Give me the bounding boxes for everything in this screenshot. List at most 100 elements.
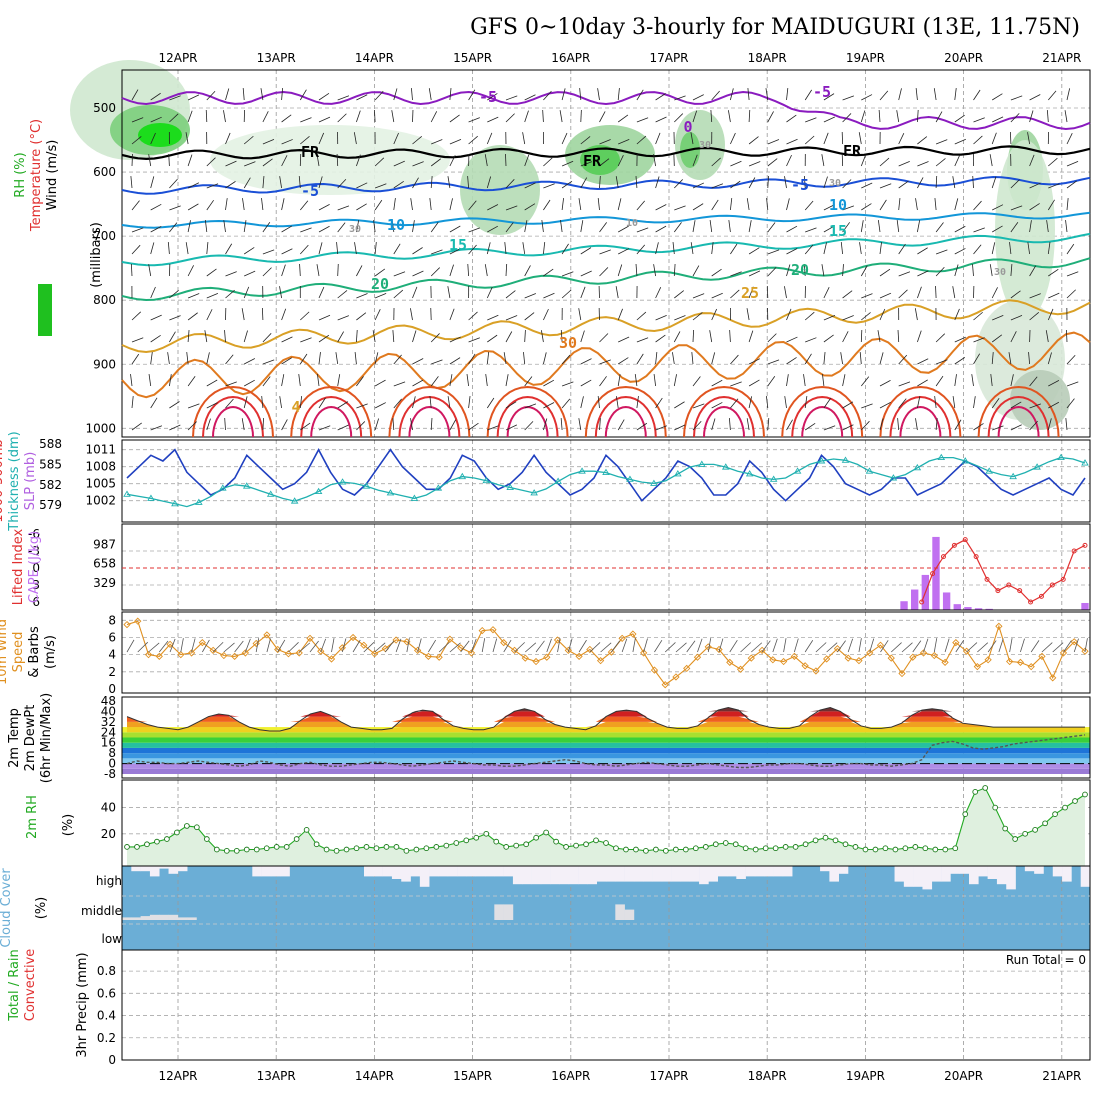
wind-speed-marker [1006, 657, 1014, 666]
li-tick: -3 [28, 544, 40, 558]
high-cloud-gap [922, 866, 933, 890]
wind-barb [484, 264, 488, 277]
wind-barb [898, 160, 910, 167]
wind-barb [580, 161, 593, 167]
thickness-marker [937, 453, 946, 461]
temp-fill [127, 721, 1085, 728]
thickness-marker [458, 472, 467, 480]
contour-label: 20 [371, 275, 389, 293]
wind-barb [599, 376, 607, 387]
wind-barb [1065, 329, 1068, 343]
wind-barb [505, 315, 518, 321]
rh-marker [712, 841, 719, 848]
wind10m-barb [428, 639, 437, 653]
wind-barb [261, 396, 264, 409]
wind-barb [316, 374, 320, 387]
wind-speed-marker [1016, 658, 1025, 667]
wind-barb [449, 308, 455, 321]
wind-speed-marker [779, 657, 788, 666]
wind-barb [597, 396, 600, 409]
wind-speed-marker [467, 649, 476, 657]
wind-barb [560, 330, 563, 343]
wind-barb [524, 203, 536, 211]
wind-barb [786, 264, 791, 277]
high-cloud-gap [1006, 866, 1016, 890]
thickness-marker [219, 484, 227, 491]
wind-barb [842, 95, 854, 101]
wind-barb [279, 176, 282, 189]
wind-barb [169, 222, 178, 233]
wind-barb [784, 396, 787, 409]
wind-barb [898, 381, 911, 387]
high-cloud-gap [773, 866, 784, 877]
wind-barb [337, 374, 341, 387]
li-tick: 3 [32, 578, 40, 592]
wind-barb [1029, 403, 1042, 409]
wind-barb [599, 359, 611, 365]
wind-speed-marker [241, 649, 250, 657]
thickness-marker [1033, 463, 1041, 470]
high-cloud-gap [996, 866, 1007, 885]
wind-barb [504, 242, 507, 255]
wind10m-barb [1041, 642, 1053, 653]
wind-barb [655, 425, 667, 431]
wind-barb [711, 379, 723, 387]
wind-barb [973, 311, 983, 321]
wind10m-barb [1009, 638, 1013, 653]
wind10m-barb [352, 639, 361, 653]
wind-barb [804, 396, 808, 409]
wind-barb [356, 203, 367, 211]
wind-barb [206, 418, 211, 431]
rh-marker [792, 844, 799, 850]
wind-barb [748, 161, 761, 167]
wind-tick: 0 [108, 682, 116, 696]
wind-barb [524, 403, 537, 409]
wind-barb [225, 198, 228, 211]
surface-isotherm [496, 395, 559, 438]
contour-label: 15 [449, 236, 467, 254]
isotherm-freezing [121, 145, 1091, 161]
surface-isotherm [997, 405, 1040, 438]
wind-barb [823, 225, 835, 233]
wind-barb [281, 308, 287, 321]
wind-barb [524, 182, 536, 189]
rh-marker [902, 845, 909, 852]
rh-marker [413, 846, 420, 853]
wind-barb [599, 139, 611, 145]
surface-isotherm [594, 395, 657, 438]
cape-bar [911, 589, 919, 610]
rh-marker [842, 841, 849, 848]
wind-speed-marker [790, 652, 799, 661]
wind-barb [300, 311, 310, 321]
wind-barb [992, 204, 1004, 211]
wind-barb [468, 353, 476, 365]
wind-barb [989, 154, 993, 167]
wind-barb [653, 374, 656, 387]
high-cloud-gap [717, 866, 728, 877]
wind-barb [299, 396, 303, 409]
wind-barb [484, 154, 488, 167]
high-cloud-gap [689, 866, 700, 882]
rh-marker [872, 846, 879, 853]
wind-barb [1029, 203, 1040, 211]
li-marker [1006, 582, 1012, 588]
wind-barb [262, 376, 271, 387]
wind-barb [316, 154, 320, 167]
wind-barb [860, 376, 870, 387]
high-cloud-gap [364, 866, 374, 877]
wind-barb [991, 93, 1003, 101]
wind-barb [468, 422, 479, 431]
wind-barb [299, 89, 307, 101]
high-cloud-gap [410, 866, 421, 877]
wind10m-barb [212, 641, 224, 653]
wind-barb [411, 88, 413, 101]
wind-barb [1010, 315, 1023, 321]
wind-barb [767, 418, 770, 431]
wind-barb [318, 314, 331, 321]
wind10m-barb [320, 638, 327, 653]
wind-barb [337, 315, 350, 321]
wind-barb [989, 264, 993, 277]
rh-marker [433, 844, 440, 850]
high-cloud-gap [457, 866, 467, 877]
wind-barb [748, 177, 756, 189]
